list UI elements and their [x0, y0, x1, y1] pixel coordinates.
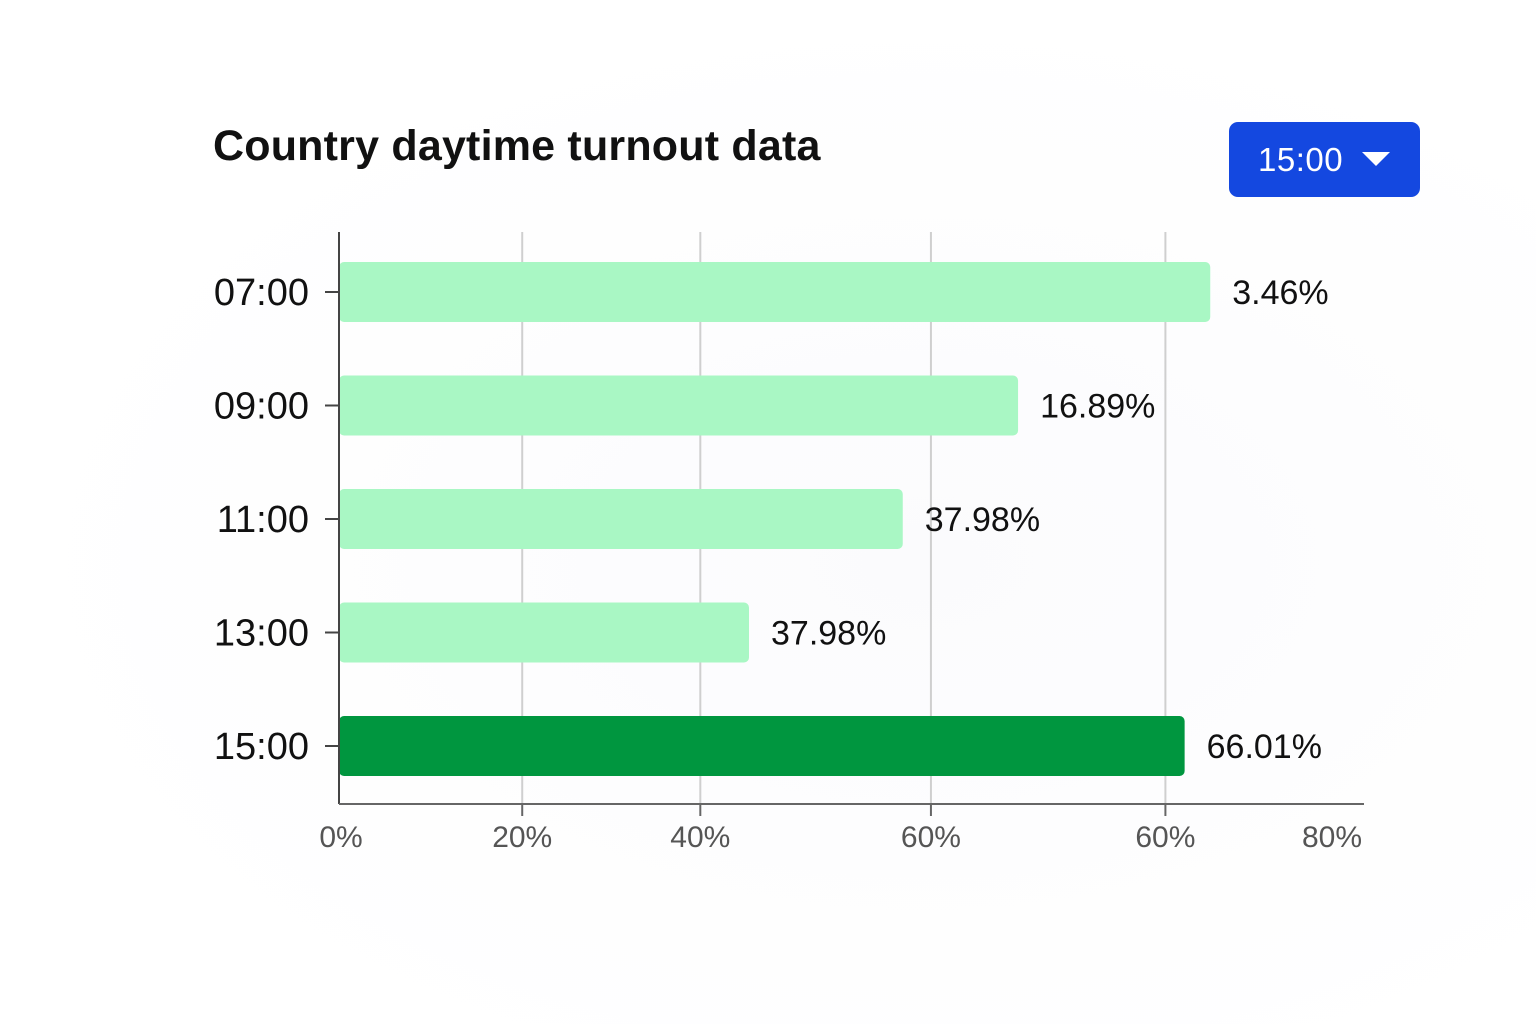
x-tick-label: 40% — [670, 821, 730, 854]
category-label: 07:00 — [214, 272, 309, 314]
category-label: 15:00 — [214, 726, 309, 768]
labels: 07:00 3.46% 09:00 16.89% 11:00 37.98% 13:00 37.… — [214, 272, 1362, 854]
x-tick-label: 20% — [492, 821, 552, 854]
x-tick-label: 80% — [1302, 821, 1362, 854]
value-label: 16.89% — [1040, 388, 1155, 426]
bar-1500 — [339, 716, 1185, 776]
x-tick-label: 60% — [901, 821, 961, 854]
axes — [325, 232, 1364, 816]
caret-down-icon — [1362, 152, 1390, 166]
chart-title: Country daytime turnout data — [213, 122, 821, 170]
time-select-value: 15:00 — [1258, 140, 1344, 178]
category-label: 09:00 — [214, 386, 309, 428]
category-label: 11:00 — [217, 499, 309, 541]
bars — [339, 262, 1211, 776]
bar-1300 — [339, 602, 749, 663]
x-tick-label: 60% — [1135, 821, 1195, 854]
value-label: 37.98% — [771, 615, 886, 653]
bar-1100 — [339, 489, 903, 549]
value-label: 66.01% — [1207, 728, 1322, 766]
value-label: 3.46% — [1232, 274, 1328, 312]
bar-0900 — [339, 375, 1019, 436]
bar-0700 — [339, 262, 1211, 322]
category-label: 13:00 — [214, 613, 309, 655]
x-tick-label: 0% — [319, 821, 362, 854]
time-select-dropdown[interactable]: 15:00 — [1229, 122, 1420, 197]
value-label: 37.98% — [925, 501, 1040, 539]
